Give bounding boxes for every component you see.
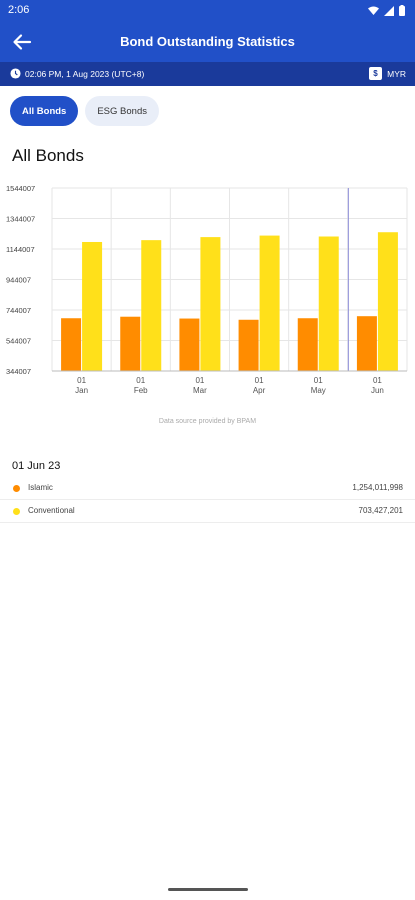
x-tick-label: 01 (136, 376, 145, 385)
bar-series-1[interactable] (356, 316, 377, 371)
y-tick-label: 744007 (6, 306, 31, 315)
app-bar: Bond Outstanding Statistics (0, 22, 415, 62)
x-tick-label: Feb (134, 386, 148, 395)
bar-series-2[interactable] (200, 237, 221, 371)
section-heading: All Bonds (12, 146, 84, 165)
x-tick-label: May (311, 386, 326, 395)
x-tick-label: 01 (373, 376, 382, 385)
legend-value: 1,254,011,998 (352, 483, 403, 492)
bar-series-2[interactable] (318, 236, 339, 371)
x-tick-label: Jan (75, 386, 88, 395)
x-tick-label: Jun (371, 386, 384, 395)
legend-value: 703,427,201 (358, 506, 404, 515)
selected-date: 01 Jun 23 (12, 460, 61, 472)
tab-esg-bonds[interactable]: ESG Bonds (85, 96, 159, 126)
x-tick-label: 01 (195, 376, 204, 385)
bond-type-tabs: All Bonds ESG Bonds (10, 96, 159, 126)
info-bar: 02:06 PM, 1 Aug 2023 (UTC+8) $ MYR (0, 62, 415, 86)
tab-all-bonds[interactable]: All Bonds (10, 96, 79, 126)
timestamp: 02:06 PM, 1 Aug 2023 (UTC+8) (25, 69, 145, 79)
currency-icon[interactable]: $ (369, 67, 382, 80)
bar-series-2[interactable] (141, 240, 162, 371)
y-tick-label: 344007 (6, 367, 31, 376)
status-time: 2:06 (8, 4, 30, 16)
back-arrow-icon[interactable] (10, 31, 34, 53)
currency-label[interactable]: MYR (387, 69, 406, 79)
x-tick-label: 01 (77, 376, 86, 385)
bar-series-2[interactable] (259, 235, 280, 371)
bar-series-2[interactable] (377, 232, 398, 371)
bar-series-2[interactable] (82, 241, 103, 371)
x-tick-label: Mar (193, 386, 207, 395)
x-tick-label: Apr (253, 386, 266, 395)
data-source-note: Data source provided by BPAM (158, 418, 257, 425)
conventional-color-dot (13, 508, 20, 515)
clock-icon (10, 68, 21, 79)
bar-series-1[interactable] (297, 318, 318, 371)
battery-icon (399, 5, 405, 16)
bar-series-1[interactable] (120, 316, 141, 371)
bar-series-1[interactable] (61, 318, 82, 371)
y-tick-label: 544007 (6, 337, 31, 346)
bond-outstanding-chart[interactable]: 1544007 1344007 1144007 944007 744007 544007 3… (0, 178, 415, 408)
legend-row-conventional: Conventional 703,427,201 (0, 501, 415, 523)
x-tick-label: 01 (314, 376, 323, 385)
wifi-icon (368, 6, 379, 15)
y-tick-label: 1144007 (6, 245, 35, 254)
x-tick-label: 01 (255, 376, 264, 385)
gesture-nav-bar[interactable] (168, 888, 248, 891)
status-bar: 2:06 (0, 0, 415, 22)
y-tick-label: 944007 (6, 276, 31, 285)
bar-series-1[interactable] (179, 318, 200, 371)
legend-label: Conventional (28, 506, 75, 515)
legend-label: Islamic (28, 483, 53, 492)
signal-icon (384, 5, 394, 16)
page-title: Bond Outstanding Statistics (120, 34, 295, 49)
system-icons (368, 5, 405, 16)
islamic-color-dot (13, 485, 20, 492)
y-tick-label: 1544007 (6, 184, 35, 193)
y-tick-label: 1344007 (6, 215, 35, 224)
legend-row-islamic: Islamic 1,254,011,998 (0, 478, 415, 500)
bar-series-1[interactable] (238, 319, 259, 371)
